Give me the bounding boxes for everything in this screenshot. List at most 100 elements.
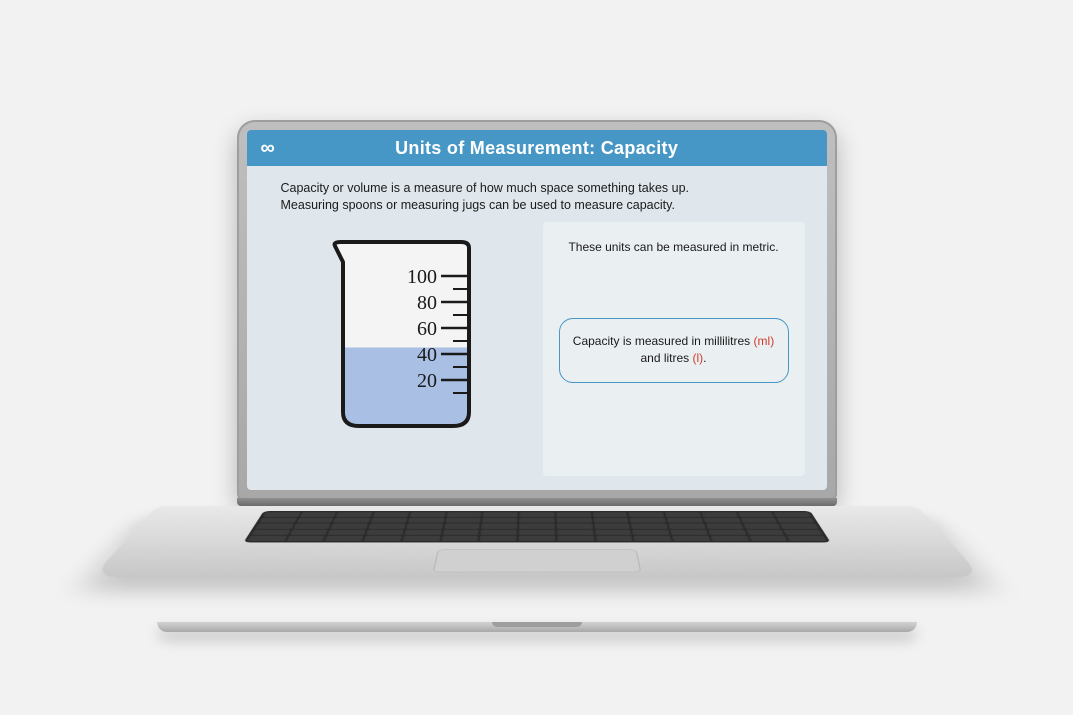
- keyboard-key: [629, 518, 665, 523]
- keyboard-key: [557, 536, 594, 541]
- keyboard-key: [372, 512, 408, 517]
- laptop-deck: [91, 506, 982, 578]
- keyboard-key: [595, 536, 632, 541]
- laptop-notch: [492, 622, 582, 627]
- keyboard-key: [404, 530, 441, 535]
- keyboard-key: [556, 512, 591, 517]
- keyboard-key: [556, 524, 592, 529]
- keyboard-key: [519, 524, 555, 529]
- unit-l: (l): [693, 351, 704, 365]
- units-callout: Capacity is measured in millilitres (ml)…: [559, 318, 789, 383]
- keyboard-key: [742, 524, 780, 529]
- laptop-keyboard: [243, 511, 830, 542]
- keyboard-key: [368, 524, 405, 529]
- columns: 100 80 60 40 20 These units can be measured …: [269, 222, 805, 476]
- keyboard-key: [327, 530, 365, 535]
- beaker-tick-label: 80: [417, 292, 437, 314]
- keyboard-key: [259, 518, 297, 523]
- keyboard-key: [442, 530, 479, 535]
- keyboard-key: [737, 512, 774, 517]
- keyboard-key: [740, 518, 777, 523]
- keyboard-key: [780, 524, 818, 529]
- keyboard-key: [251, 530, 290, 535]
- keyboard-key: [299, 512, 336, 517]
- keyboard-key: [483, 512, 518, 517]
- keyboard-key: [593, 524, 629, 529]
- keyboard-key: [773, 512, 810, 517]
- info-panel: These units can be measured in metric. C…: [543, 222, 805, 476]
- keyboard-key: [707, 530, 745, 535]
- keyboard-key: [325, 536, 364, 541]
- keyboard-key: [293, 524, 331, 529]
- keyboard-key: [289, 530, 328, 535]
- keyboard-key: [482, 518, 517, 523]
- keyboard-key: [296, 518, 333, 523]
- keyboard-key: [443, 524, 479, 529]
- keyboard-key: [479, 536, 516, 541]
- keyboard-key: [592, 512, 627, 517]
- keyboard-key: [776, 518, 814, 523]
- keyboard-key: [518, 530, 554, 535]
- beaker-tick-label: 40: [417, 344, 437, 366]
- laptop-base: [157, 498, 917, 638]
- keyboard-key: [519, 512, 554, 517]
- keyboard-key: [286, 536, 325, 541]
- keyboard-key: [363, 536, 401, 541]
- keyboard-key: [255, 524, 293, 529]
- keyboard-key: [783, 530, 822, 535]
- keyboard-key: [402, 536, 440, 541]
- infinity-logo-icon: ∞: [261, 137, 275, 160]
- callout-text-post: .: [703, 351, 706, 365]
- keyboard-key: [631, 524, 668, 529]
- laptop-front-edge: [157, 622, 917, 632]
- beaker-tick-label: 60: [417, 318, 437, 340]
- beaker-diagram: 100 80 60 40 20: [289, 222, 509, 442]
- keyboard-key: [262, 512, 299, 517]
- keyboard-key: [632, 530, 669, 535]
- keyboard-key: [406, 524, 443, 529]
- keyboard-key: [366, 530, 404, 535]
- keyboard-key: [670, 530, 708, 535]
- laptop-hinge: [237, 498, 837, 506]
- intro-paragraph: Capacity or volume is a measure of how m…: [269, 180, 699, 214]
- keyboard-key: [480, 530, 516, 535]
- screen-bezel: ∞ Units of Measurement: Capacity Capacit…: [237, 120, 837, 500]
- keyboard-key: [556, 530, 592, 535]
- keyboard-key: [333, 518, 370, 523]
- beaker-tick-label: 100: [407, 266, 437, 288]
- keyboard-key: [519, 518, 554, 523]
- keyboard-key: [409, 512, 445, 517]
- laptop-mockup: ∞ Units of Measurement: Capacity Capacit…: [237, 120, 837, 638]
- screen-content: ∞ Units of Measurement: Capacity Capacit…: [247, 130, 827, 490]
- keyboard-key: [556, 518, 591, 523]
- keyboard-key: [446, 512, 481, 517]
- unit-ml: (ml): [754, 334, 775, 348]
- keyboard-key: [633, 536, 671, 541]
- slide-title: Units of Measurement: Capacity: [291, 138, 783, 159]
- keyboard-key: [710, 536, 749, 541]
- keyboard-key: [330, 524, 368, 529]
- keyboard-key: [370, 518, 407, 523]
- keyboard-key: [628, 512, 664, 517]
- metric-text: These units can be measured in metric.: [559, 240, 789, 254]
- keyboard-key: [748, 536, 787, 541]
- slide-body: Capacity or volume is a measure of how m…: [247, 166, 827, 490]
- callout-text-pre: Capacity is measured in millilitres: [573, 334, 754, 348]
- keyboard-key: [666, 518, 703, 523]
- keyboard-key: [786, 536, 826, 541]
- beaker-tick-label: 20: [417, 370, 437, 392]
- keyboard-key: [668, 524, 705, 529]
- keyboard-key: [701, 512, 737, 517]
- laptop-trackpad: [432, 549, 641, 572]
- keyboard-key: [703, 518, 740, 523]
- keyboard-key: [247, 536, 287, 541]
- keyboard-key: [518, 536, 555, 541]
- keyboard-key: [664, 512, 700, 517]
- keyboard-key: [594, 530, 631, 535]
- beaker-panel: 100 80 60 40 20: [269, 222, 529, 476]
- keyboard-key: [745, 530, 784, 535]
- keyboard-key: [481, 524, 517, 529]
- keyboard-key: [445, 518, 481, 523]
- keyboard-key: [705, 524, 743, 529]
- slide-header: ∞ Units of Measurement: Capacity: [247, 130, 827, 166]
